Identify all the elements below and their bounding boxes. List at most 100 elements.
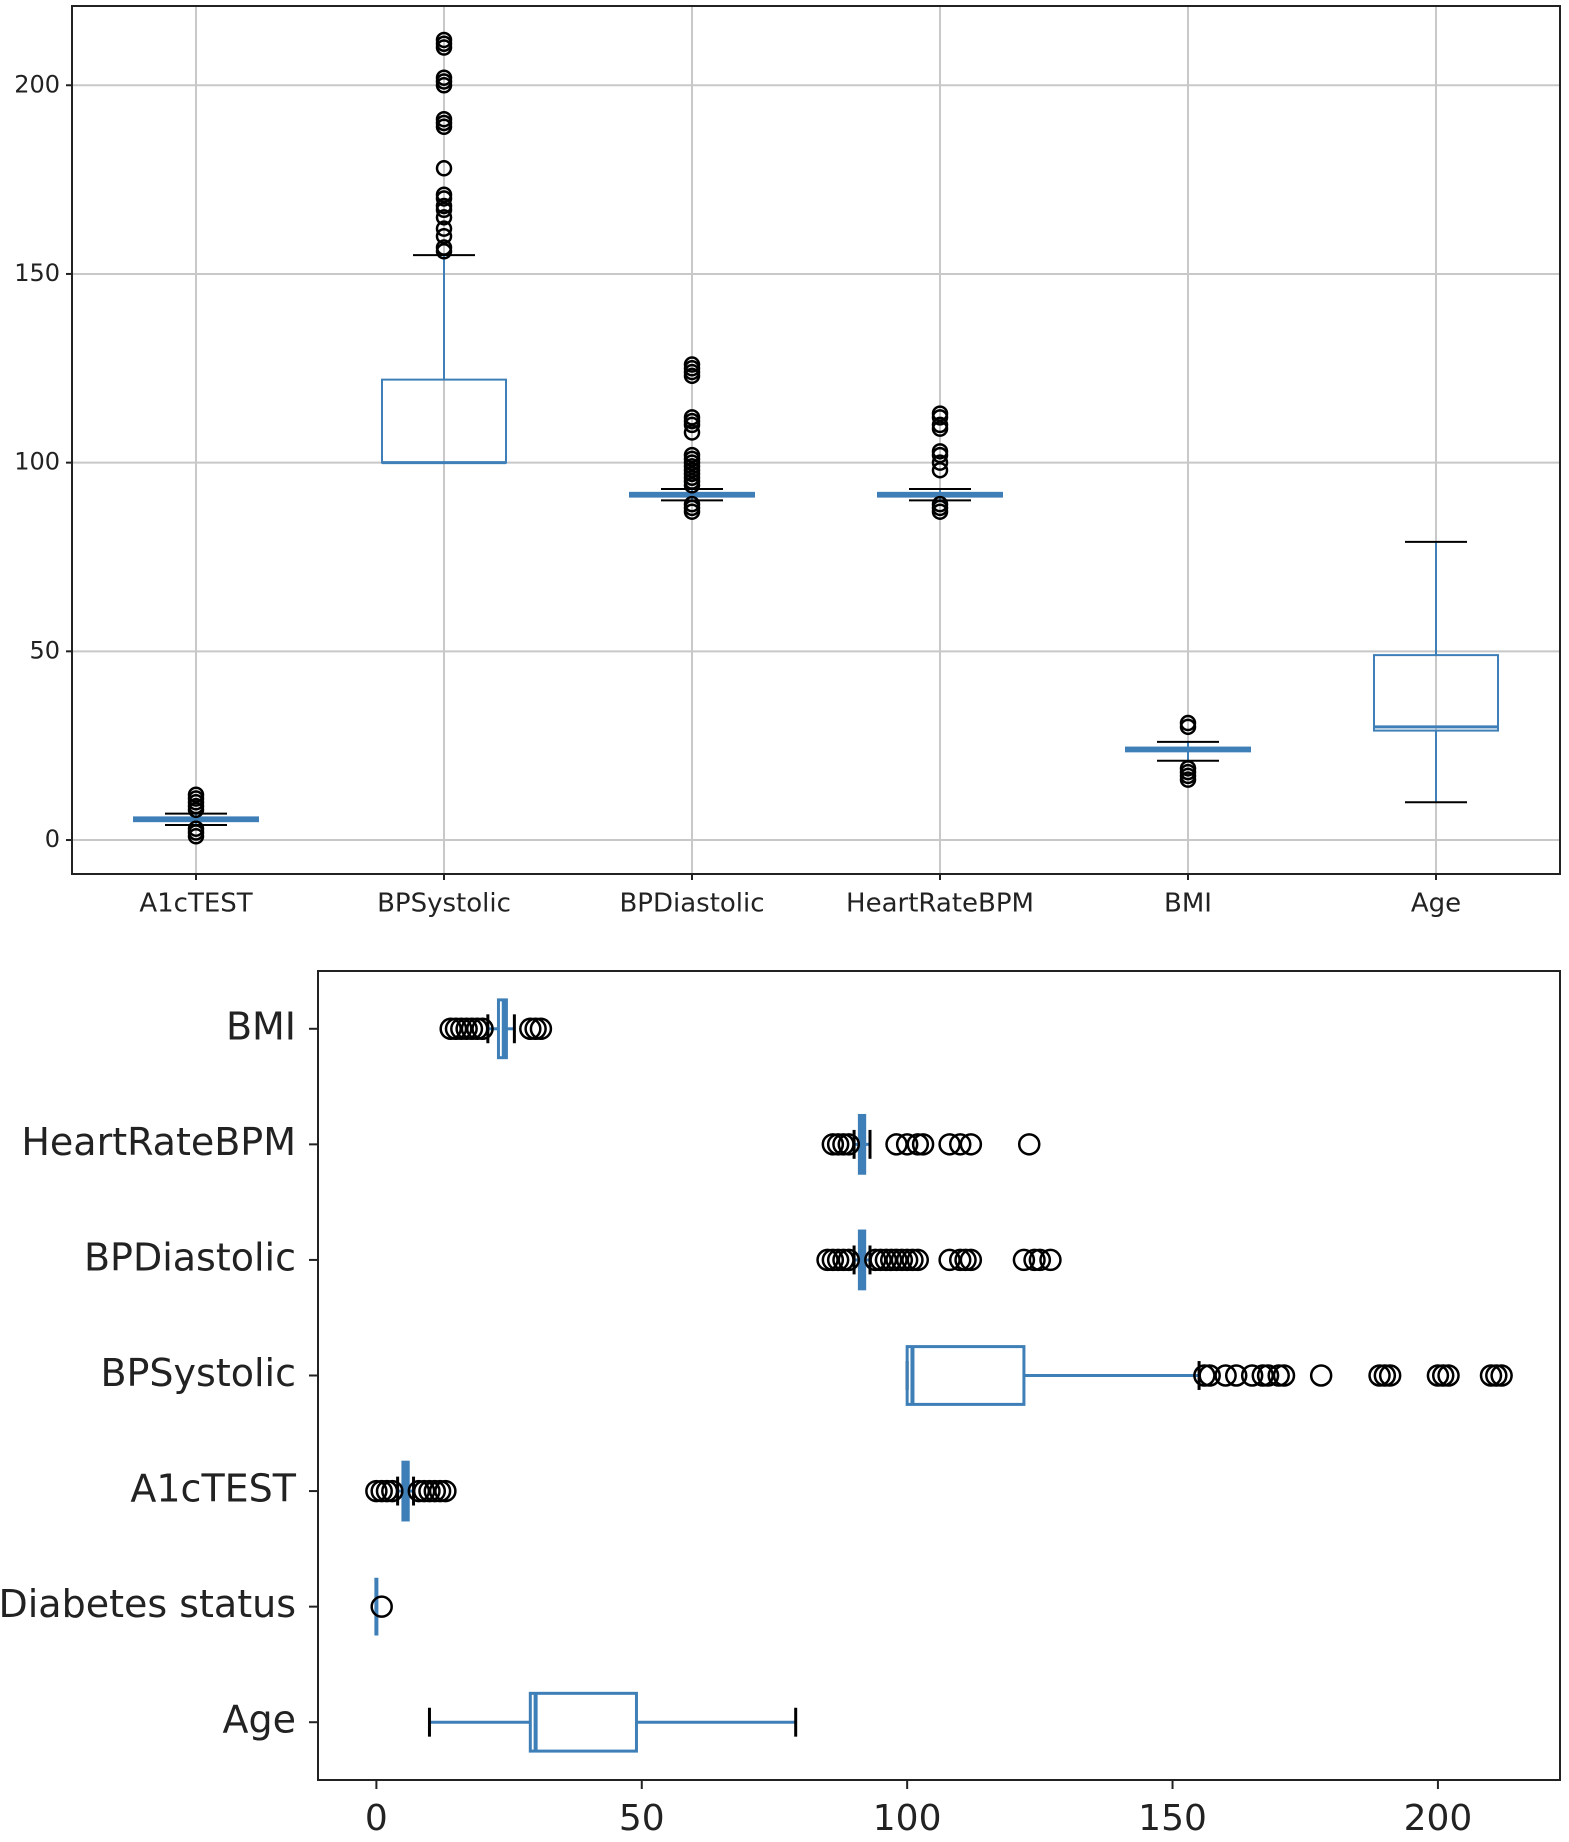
flier [931, 443, 949, 460]
flier [948, 1248, 972, 1272]
flier [906, 1133, 930, 1156]
y-tick-label: 200 [14, 70, 60, 98]
flier [837, 1133, 861, 1156]
flier [1485, 1364, 1508, 1387]
flier [837, 1248, 861, 1272]
flier [931, 416, 949, 434]
flier [1028, 1248, 1052, 1272]
flier [1179, 714, 1197, 732]
flier [954, 1248, 977, 1272]
flier [1023, 1248, 1046, 1272]
flier [455, 1017, 478, 1041]
flier [931, 405, 949, 422]
flier [959, 1133, 983, 1156]
y-tick-label: Age [223, 1698, 297, 1742]
flier [435, 160, 453, 177]
flier [529, 1017, 553, 1041]
flier [375, 1479, 399, 1503]
flier [948, 1133, 972, 1156]
flier [832, 1248, 855, 1272]
flier [471, 1017, 494, 1041]
flier [460, 1017, 484, 1041]
flier [519, 1017, 542, 1041]
flier [428, 1479, 452, 1503]
flier [821, 1133, 845, 1156]
x-tick-label: 50 [619, 1798, 665, 1839]
x-tick-label: HeartRateBPM [846, 889, 1034, 919]
y-tick-label: 50 [29, 636, 60, 664]
flier [435, 220, 453, 237]
flier [1240, 1364, 1264, 1387]
x-tick-label: 150 [1138, 1798, 1207, 1839]
flier [683, 356, 701, 373]
y-tick-label: A1cTEST [130, 1467, 296, 1511]
flier [683, 409, 701, 426]
flier [434, 1479, 457, 1503]
flier [370, 1479, 393, 1503]
flier [435, 197, 453, 215]
y-tick-label: HeartRateBPM [21, 1120, 296, 1164]
y-tick-label: 100 [14, 448, 60, 476]
x-tick-label: 0 [365, 1798, 388, 1839]
y-tick-label: Diabetes status [0, 1582, 296, 1626]
x-tick-label: BPSystolic [377, 889, 511, 919]
flier [381, 1479, 404, 1503]
flier [959, 1248, 983, 1272]
flier [895, 1133, 919, 1156]
x-tick-label: BMI [1164, 889, 1212, 919]
flier [1039, 1248, 1062, 1272]
x-tick-label: BPDiastolic [619, 889, 764, 919]
flier [423, 1479, 447, 1503]
flier [1479, 1364, 1503, 1387]
y-tick-label: 150 [14, 259, 60, 287]
flier [435, 227, 453, 245]
flier [524, 1017, 547, 1041]
flier [418, 1479, 441, 1503]
flier [435, 239, 453, 256]
flier [370, 1595, 393, 1618]
flier [1431, 1364, 1455, 1387]
plot-frame [71, 5, 1561, 875]
flier [821, 1248, 845, 1272]
flier [1267, 1364, 1290, 1387]
flier [931, 495, 949, 513]
box [905, 1345, 1026, 1406]
flier [901, 1248, 924, 1272]
flier [1368, 1364, 1391, 1387]
flier [1214, 1364, 1237, 1387]
flier [1256, 1364, 1280, 1387]
flier [465, 1017, 489, 1041]
x-tick-label: 200 [1404, 1798, 1473, 1839]
flier [1490, 1364, 1513, 1387]
flier [1179, 760, 1197, 777]
y-tick-label: BMI [226, 1004, 296, 1048]
flier [911, 1133, 935, 1156]
flier [365, 1479, 388, 1503]
x-tick-label: 100 [873, 1798, 942, 1839]
flier [832, 1133, 855, 1156]
flier [1373, 1364, 1397, 1387]
flier [1309, 1364, 1333, 1387]
box [1373, 654, 1499, 732]
flier [826, 1248, 850, 1272]
y-tick-label: BPDiastolic [84, 1235, 296, 1279]
flier [931, 454, 949, 471]
flier [1426, 1364, 1450, 1387]
flier [435, 186, 453, 203]
flier [187, 820, 205, 837]
flier [1012, 1248, 1036, 1272]
flier [1378, 1364, 1402, 1387]
flier [1437, 1364, 1460, 1387]
flier [435, 209, 453, 226]
plot-frame [317, 970, 1561, 1781]
flier [1272, 1364, 1296, 1387]
y-tick-label: 0 [45, 825, 60, 853]
x-tick-label: Age [1411, 889, 1461, 919]
flier [435, 31, 453, 49]
flier [435, 110, 453, 128]
flier [906, 1248, 930, 1272]
y-tick-label: BPSystolic [100, 1351, 296, 1395]
flier [1224, 1364, 1248, 1387]
flier [187, 786, 205, 803]
